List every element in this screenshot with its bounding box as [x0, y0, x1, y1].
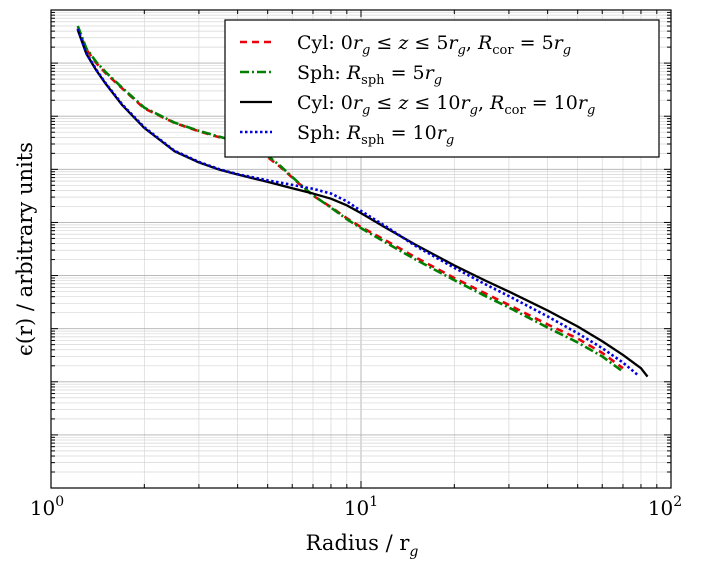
x-tick-labels: 100 101 102 [30, 494, 682, 520]
legend-label-part: g [434, 73, 442, 88]
legend-label-sph5: Sph: Rsph = 5rg [297, 62, 442, 88]
legend-box [224, 19, 660, 158]
legend-label-part: , [478, 92, 490, 114]
x-axis-title-sub: g [409, 544, 418, 560]
tick-marks [50, 10, 671, 489]
legend-label-cyl5: Cyl: 0rg ≤ z ≤ 5rg, Rcor = 5rg [297, 32, 571, 58]
legend-label-part: r [353, 92, 364, 114]
legend-label-part: cor [492, 43, 514, 58]
legend-label-part: ≤ [370, 32, 398, 54]
x-axis-title-main: Radius / r [306, 531, 411, 555]
x-tick-label-exponent: 2 [673, 494, 682, 510]
legend-label-part: Cyl: 0 [297, 32, 353, 54]
legend-label-part: g [587, 103, 595, 118]
legend-label-part: = 10 [385, 122, 437, 144]
legend-label-part: R [346, 62, 361, 84]
legend-label-part: = 10 [526, 92, 578, 114]
series-line-cyl10 [76, 29, 649, 378]
legend-label-part: r [353, 32, 364, 54]
legend-label-part: ≤ 5 [408, 32, 448, 54]
x-tick-label: 102 [648, 494, 682, 520]
legend-label-part: r [554, 32, 565, 54]
legend-label-part: sph [361, 73, 385, 88]
x-tick-label-base: 10 [344, 496, 369, 520]
legend-label-part: Sph: [297, 122, 347, 144]
series-line-sph10 [76, 28, 639, 376]
legend-label-cyl10: Cyl: 0rg ≤ z ≤ 10rg, Rcor = 10rg [297, 92, 595, 118]
x-tick-label-base: 10 [648, 496, 673, 520]
legend-label-part: Sph: [297, 62, 347, 84]
legend-label-part: ≤ [370, 92, 398, 114]
x-tick-label-exponent: 0 [55, 494, 64, 510]
legend-label-part: z [397, 92, 409, 114]
legend-label-part: g [362, 103, 370, 118]
series-lines [76, 25, 649, 378]
legend-label-part: r [448, 32, 459, 54]
legend-label-part: g [446, 133, 454, 148]
legend-label-part: r [578, 92, 589, 114]
legend-label-part: cor [504, 103, 526, 118]
series-line-sph5 [76, 25, 624, 373]
legend-label-part: sph [361, 133, 385, 148]
legend-label-sph10: Sph: Rsph = 10rg [297, 122, 454, 148]
legend-label-part: R [477, 32, 492, 54]
legend-label-part: g [458, 43, 466, 58]
legend-label-part: r [425, 62, 436, 84]
legend-label-part: g [470, 103, 478, 118]
x-tick-label-exponent: 1 [369, 494, 378, 510]
y-axis-title: ϵ(r) / arbitrary units [13, 142, 37, 356]
legend-label-part: ≤ 10 [408, 92, 460, 114]
legend-label-part: = 5 [385, 62, 425, 84]
x-tick-label: 100 [30, 494, 64, 520]
x-tick-label-base: 10 [30, 496, 55, 520]
legend-label-part: , [466, 32, 478, 54]
legend-label-part: Cyl: 0 [297, 92, 353, 114]
legend-label-part: r [437, 122, 448, 144]
legend-label-part: g [563, 43, 571, 58]
legend-label-part: = 5 [514, 32, 554, 54]
legend-label-part: R [346, 122, 361, 144]
legend-label-part: z [397, 32, 409, 54]
legend-label-part: r [461, 92, 472, 114]
x-tick-label: 101 [344, 494, 378, 520]
plot-frame [50, 9, 672, 489]
legend-label-part: g [362, 43, 370, 58]
legend-label-part: R [489, 92, 504, 114]
x-axis-title: Radius / rg [306, 531, 419, 560]
